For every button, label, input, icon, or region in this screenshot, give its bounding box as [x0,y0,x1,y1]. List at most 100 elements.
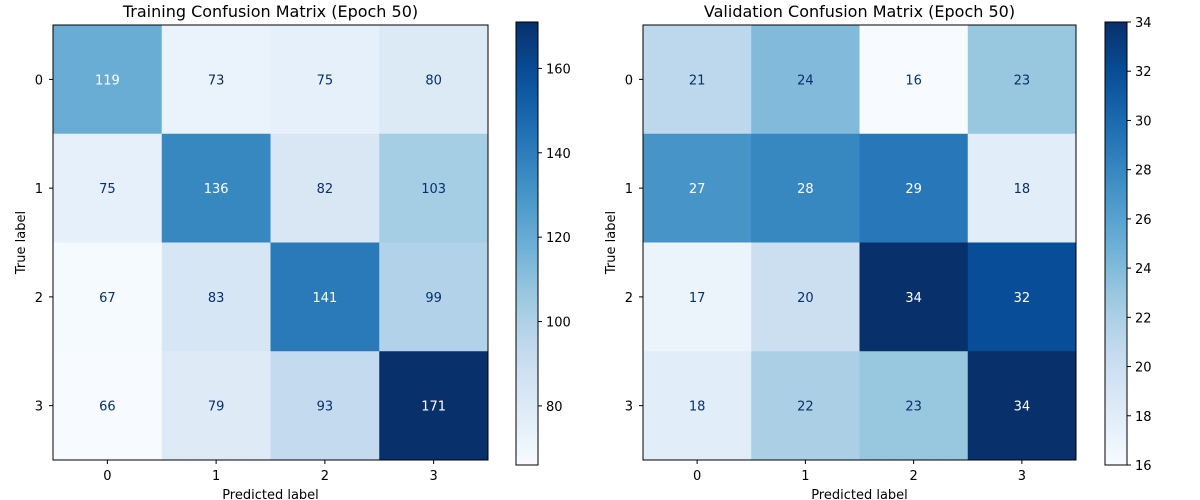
cell-value: 28 [797,182,814,197]
cell-value: 18 [689,400,706,415]
heatmap-cell [53,242,163,352]
colorbar-tick-label: 100 [546,316,571,331]
cell-value: 136 [204,182,229,197]
heatmap-cell [967,351,1077,461]
y-tick-label: 3 [625,400,633,415]
cell-value: 32 [1014,291,1031,306]
x-tick-label: 1 [801,469,809,484]
cell-value: 119 [95,73,120,88]
chart-title: Validation Confusion Matrix (Epoch 50) [704,2,1015,21]
y-tick-label: 0 [35,73,43,88]
colorbar-tick-label: 16 [1135,459,1152,474]
x-axis-label: Predicted label [222,488,319,500]
colorbar-tick-label: 22 [1135,311,1152,326]
heatmap-cell [161,242,271,352]
colorbar-tick-label: 28 [1135,164,1152,179]
x-tick-label: 2 [909,469,917,484]
axes-frame [52,24,489,461]
heatmap-cell [859,242,969,352]
colorbar-tick-label: 26 [1135,213,1152,228]
y-axis-label: True label [604,211,619,275]
y-axis-label: True label [14,211,29,275]
cell-value: 23 [1014,73,1031,88]
colorbar-tick-label: 140 [546,147,571,162]
colorbar [515,21,539,466]
y-tick-label: 0 [625,73,633,88]
chart-title: Training Confusion Matrix (Epoch 50) [122,2,418,21]
cell-value: 34 [905,291,922,306]
heatmap-cell [379,133,489,243]
x-tick-label: 3 [429,469,437,484]
heatmap-cell [859,133,969,243]
cell-value: 34 [1014,400,1031,415]
heatmap-cell [161,25,271,135]
cell-value: 79 [208,400,225,415]
heatmap-cell [643,25,752,135]
heatmap-cell [379,242,489,352]
heatmap-cell [53,351,163,461]
y-tick-label: 2 [625,291,633,306]
colorbar-tick-label: 120 [546,231,571,246]
heatmap-cell [270,133,380,243]
colorbar-tick-label: 80 [546,400,563,415]
colorbar-tick-label: 34 [1135,16,1152,31]
cell-value: 80 [425,73,442,88]
x-axis-label: Predicted label [811,488,908,500]
heatmap-cell [751,133,860,243]
heatmap-cell [161,351,271,461]
heatmap-cell [751,242,860,352]
cell-value: 27 [689,182,706,197]
y-tick-label: 1 [625,182,633,197]
cell-value: 17 [689,291,706,306]
heatmap-cell [270,351,380,461]
x-tick-label: 0 [693,469,701,484]
colorbar-tick-label: 160 [546,62,571,77]
cell-value: 75 [99,182,116,197]
colorbar-tick-label: 18 [1135,410,1152,425]
heatmap-cell [967,25,1077,135]
cell-value: 66 [99,400,116,415]
axes-frame [642,24,1077,461]
colorbar-tick-label: 24 [1135,262,1152,277]
heatmap-cell [859,351,969,461]
heatmap-cell [379,25,489,135]
heatmap-cell [967,133,1077,243]
cell-value: 21 [689,73,706,88]
cell-value: 23 [905,400,922,415]
heatmap-cell [53,133,163,243]
heatmap-cell [859,25,969,135]
cell-value: 20 [797,291,814,306]
cell-value: 83 [208,291,225,306]
cell-value: 16 [905,73,922,88]
cell-value: 75 [317,73,334,88]
heatmap-cell [53,25,163,135]
heatmap-cell [751,351,860,461]
x-tick-label: 0 [103,469,111,484]
heatmap-cell [643,242,752,352]
cell-value: 171 [421,400,446,415]
heatmap-cell [967,242,1077,352]
colorbar-tick-label: 32 [1135,65,1152,80]
colorbar [1104,21,1128,466]
cell-value: 141 [312,291,337,306]
cell-value: 82 [317,182,334,197]
heatmap-cell [379,351,489,461]
cell-value: 103 [421,182,446,197]
colorbar-tick-label: 20 [1135,361,1152,376]
cell-value: 67 [99,291,116,306]
x-tick-label: 2 [321,469,329,484]
y-tick-label: 1 [35,182,43,197]
cell-value: 24 [797,73,814,88]
heatmap-cell [643,351,752,461]
cell-value: 22 [797,400,814,415]
heatmap-cell [161,133,271,243]
heatmap-cell [751,25,860,135]
colorbar-tick-label: 30 [1135,114,1152,129]
cell-value: 99 [425,291,442,306]
y-tick-label: 2 [35,291,43,306]
cell-value: 18 [1014,182,1031,197]
cell-value: 73 [208,73,225,88]
